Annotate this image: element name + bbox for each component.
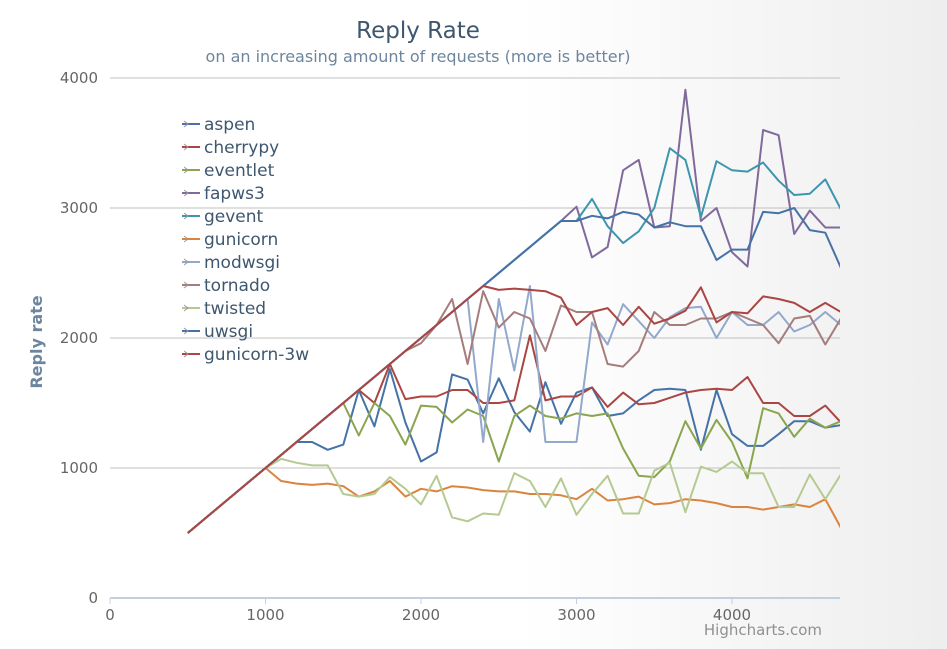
x-tick-label: 1000	[246, 606, 284, 624]
x-tick-label: 0	[105, 606, 115, 624]
chart-subtitle: on an increasing amount of requests (mor…	[206, 47, 631, 66]
series-line-twisted[interactable]	[187, 457, 841, 534]
legend-label: eventlet	[204, 161, 275, 181]
chart-title: Reply Rate	[356, 18, 480, 44]
x-tick-label: 3000	[557, 606, 595, 624]
legend-label: cherrypy	[204, 138, 279, 158]
y-axis-label: Reply rate	[27, 295, 46, 388]
series-lines	[187, 88, 841, 534]
legend-marker-icon	[183, 327, 189, 335]
legend-item-tornado[interactable]: tornado	[182, 276, 270, 296]
legend-marker-icon	[183, 350, 189, 358]
legend-item-twisted[interactable]: twisted	[182, 299, 266, 319]
highcharts-credit-link[interactable]: Highcharts.com	[704, 621, 822, 639]
y-tick-label: 4000	[60, 69, 98, 87]
legend-label: uwsgi	[204, 322, 253, 342]
grid-lines	[110, 77, 840, 469]
y-tick-label: 2000	[60, 329, 98, 347]
legend-label: gunicorn-3w	[204, 345, 309, 365]
y-tick-label: 1000	[60, 459, 98, 477]
legend-label: modwsgi	[204, 253, 280, 273]
legend-item-fapws3[interactable]: fapws3	[182, 184, 265, 204]
legend-item-gevent[interactable]: gevent	[182, 207, 264, 227]
series-line-gunicorn-3w[interactable]	[187, 285, 841, 534]
x-tick-label: 4000	[713, 606, 751, 624]
legend-item-gunicorn[interactable]: gunicorn	[182, 230, 278, 250]
series-line-gunicorn[interactable]	[187, 467, 841, 534]
legend-item-eventlet[interactable]: eventlet	[182, 161, 275, 181]
legend-marker-icon	[183, 235, 189, 243]
legend-marker-icon	[183, 120, 189, 128]
legend-marker-icon	[183, 212, 189, 220]
y-tick-label: 3000	[60, 199, 98, 217]
legend-marker-icon	[183, 189, 189, 197]
legend[interactable]: aspen cherrypy eventlet fapws3 gevent gunicor…	[182, 115, 309, 365]
legend-label: twisted	[204, 299, 266, 319]
legend-marker-icon	[183, 258, 189, 266]
legend-item-aspen[interactable]: aspen	[182, 115, 255, 135]
legend-label: gunicorn	[204, 230, 278, 250]
y-tick-label: 0	[88, 589, 98, 607]
legend-marker-icon	[183, 143, 189, 151]
legend-label: aspen	[204, 115, 255, 135]
legend-marker-icon	[183, 281, 189, 289]
legend-item-modwsgi[interactable]: modwsgi	[182, 253, 280, 273]
legend-item-uwsgi[interactable]: uwsgi	[182, 322, 253, 342]
legend-item-cherrypy[interactable]: cherrypy	[182, 138, 279, 158]
legend-item-gunicorn-3w[interactable]: gunicorn-3w	[182, 345, 309, 365]
legend-label: tornado	[204, 276, 270, 296]
axes: 0 1000 2000 3000 4000 0 1000 2000 3000 4000	[60, 69, 840, 624]
x-tick-label: 2000	[402, 606, 440, 624]
legend-marker-icon	[183, 304, 189, 312]
series-line-modwsgi[interactable]	[187, 285, 841, 534]
legend-marker-icon	[183, 166, 189, 174]
legend-label: gevent	[204, 207, 264, 227]
legend-label: fapws3	[204, 184, 265, 204]
